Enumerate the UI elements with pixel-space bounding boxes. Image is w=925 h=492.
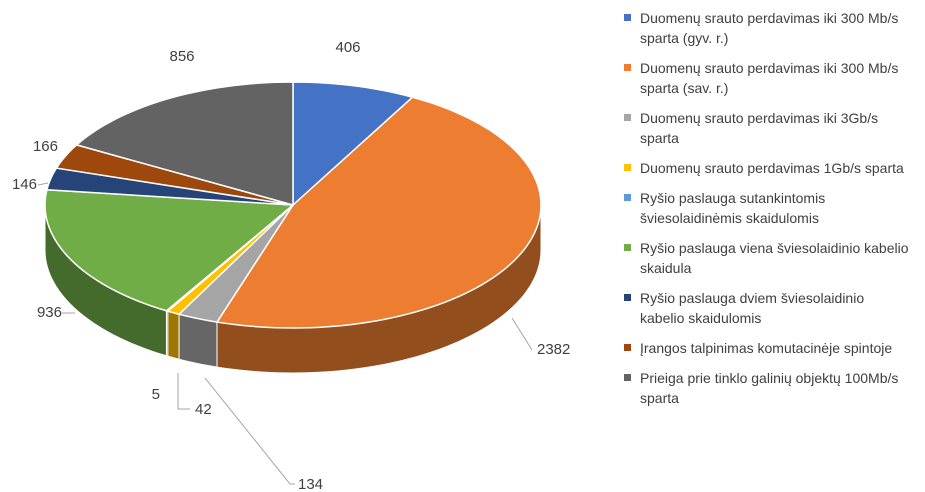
pie-slice (292, 81, 415, 207)
legend-swatch (624, 114, 631, 121)
data-label: 166 (33, 138, 58, 155)
legend-swatch (624, 294, 631, 301)
data-label: 134 (298, 476, 323, 492)
pie-slice (55, 144, 294, 206)
legend-item: Duomenų srauto perdavimas iki 3Gb/s spar… (622, 108, 912, 148)
leader-line (177, 373, 190, 410)
legend-swatch (624, 344, 631, 351)
legend-swatch (624, 164, 631, 171)
data-label: 5 (152, 386, 160, 403)
legend-swatch (624, 374, 631, 381)
legend-item: Duomenų srauto perdavimas iki 300 Mb/s s… (622, 8, 912, 48)
legend-item: Ryšio paslauga dviem šviesolaidinio kabe… (622, 288, 912, 328)
legend-label: Įrangos talpinimas komutacinėje spintoje (640, 340, 893, 356)
pie-slice (177, 204, 294, 323)
legend-swatch (624, 194, 631, 201)
pie-slice (44, 188, 295, 312)
pie-slice (75, 81, 294, 206)
pie-side (178, 313, 218, 368)
legend-label: Duomenų srauto perdavimas 1Gb/s sparta (640, 160, 904, 176)
legend-item: Prieiga prie tinklo galinių objektų 100M… (622, 368, 912, 408)
leader-line (511, 317, 533, 351)
legend-item: Duomenų srauto perdavimas iki 300 Mb/s s… (622, 58, 912, 98)
legend-item: Įrangos talpinimas komutacinėje spintoje (622, 338, 912, 358)
legend-item: Duomenų srauto perdavimas 1Gb/s sparta (622, 158, 912, 178)
data-label: 856 (169, 48, 194, 65)
data-label: 42 (195, 401, 212, 418)
legend-label: Prieiga prie tinklo galinių objektų 100M… (640, 370, 899, 406)
legend-label: Ryšio paslauga dviem šviesolaidinio kabe… (640, 290, 865, 326)
legend-label: Ryšio paslauga viena šviesolaidinio kabe… (640, 240, 909, 276)
pie-area: 406 2382 134 42 5 936 146 166 856 (12, 39, 570, 492)
legend-label: Ryšio paslauga sutankintomis šviesolaidi… (640, 190, 826, 226)
pie-slice (215, 96, 542, 329)
legend-label: Duomenų srauto perdavimas iki 300 Mb/s s… (640, 10, 899, 46)
legend-swatch (624, 244, 631, 251)
data-label: 936 (37, 304, 62, 321)
legend-label: Duomenų srauto perdavimas iki 300 Mb/s s… (640, 60, 899, 96)
legend-swatch (624, 64, 631, 71)
data-label: 146 (12, 176, 37, 193)
data-label: 2382 (537, 341, 570, 358)
pie-side (167, 310, 180, 360)
legend-label: Duomenų srauto perdavimas iki 3Gb/s spar… (640, 110, 879, 146)
legend-swatch (624, 14, 631, 21)
legend-item: Ryšio paslauga sutankintomis šviesolaidi… (622, 188, 912, 228)
legend-item: Ryšio paslauga viena šviesolaidinio kabe… (622, 238, 912, 278)
legend: Duomenų srauto perdavimas iki 300 Mb/s s… (622, 8, 912, 418)
data-label: 406 (335, 39, 360, 56)
leader-line (204, 377, 295, 485)
leader-line (37, 182, 49, 186)
